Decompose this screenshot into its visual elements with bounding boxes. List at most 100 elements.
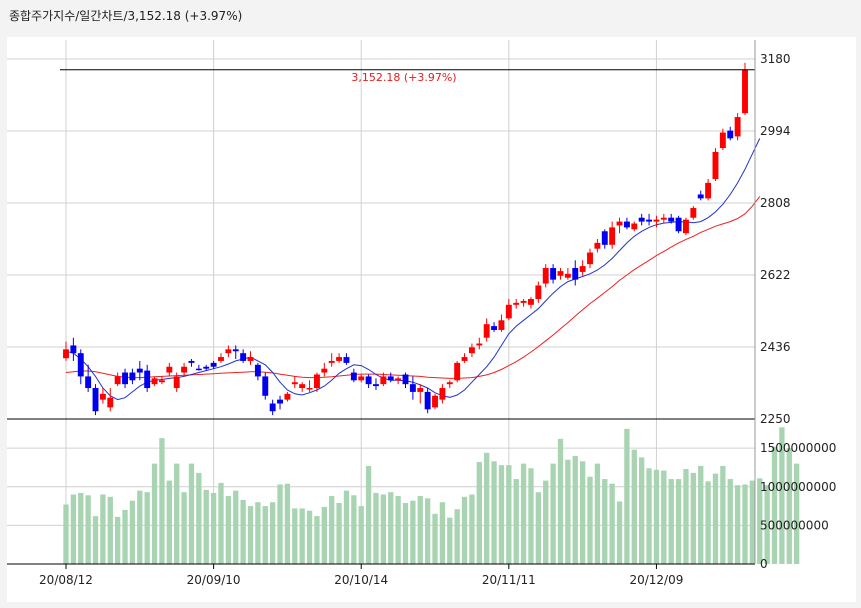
date-tick-label: 20/08/12 bbox=[39, 573, 93, 587]
volume-bar bbox=[675, 479, 682, 564]
candle-body bbox=[313, 374, 320, 389]
candle-body bbox=[424, 391, 431, 410]
date-tick-label: 20/09/10 bbox=[187, 573, 241, 587]
volume-bar bbox=[210, 492, 217, 564]
volume-bar bbox=[484, 452, 490, 564]
candle bbox=[107, 388, 114, 412]
candle-body bbox=[483, 324, 490, 338]
candle bbox=[616, 217, 623, 234]
candle bbox=[719, 128, 726, 150]
candle-body bbox=[328, 360, 335, 363]
candle bbox=[439, 384, 446, 404]
axis-labels: 3180 2994 2808 2622 2436 2250 1500000000 100000… bbox=[39, 52, 836, 587]
candle bbox=[136, 360, 143, 381]
candle bbox=[218, 353, 224, 363]
candle bbox=[151, 376, 158, 387]
candles bbox=[63, 62, 748, 416]
volume-bar bbox=[602, 479, 608, 564]
candle bbox=[446, 380, 453, 389]
candle bbox=[380, 372, 387, 387]
volume-bar bbox=[284, 483, 291, 564]
volume-bar bbox=[513, 479, 519, 564]
volume-bar bbox=[365, 465, 372, 564]
candle bbox=[365, 374, 372, 389]
candle-body bbox=[99, 393, 106, 400]
volume-bar bbox=[535, 492, 542, 564]
candle bbox=[240, 349, 247, 363]
volume-bar bbox=[572, 455, 578, 564]
volume-bar bbox=[247, 506, 254, 564]
volume-bar bbox=[144, 492, 150, 564]
candle bbox=[254, 362, 261, 381]
candle-body bbox=[225, 349, 232, 354]
candle bbox=[727, 126, 734, 141]
candle bbox=[520, 299, 527, 307]
candle-body bbox=[468, 347, 475, 354]
candle-body bbox=[380, 376, 387, 385]
candle bbox=[609, 221, 616, 249]
volume-bar bbox=[461, 496, 468, 564]
candle bbox=[505, 299, 512, 321]
volume-bar bbox=[115, 516, 121, 564]
candle bbox=[166, 362, 173, 377]
volume-bar bbox=[92, 516, 99, 564]
candle-body bbox=[107, 397, 114, 408]
volume-bar bbox=[609, 483, 615, 564]
candle-body bbox=[535, 285, 542, 299]
candle-body bbox=[284, 393, 291, 400]
candle bbox=[705, 179, 712, 201]
volume-bar bbox=[639, 457, 645, 564]
candle-body bbox=[594, 242, 601, 249]
candle bbox=[210, 360, 217, 369]
price-tick-label: 2994 bbox=[760, 124, 791, 138]
volume-bar bbox=[653, 469, 660, 564]
volume-bar bbox=[159, 438, 165, 564]
volume-bar bbox=[491, 461, 497, 564]
candle-body bbox=[63, 349, 69, 359]
volume-bar bbox=[469, 494, 475, 564]
candle bbox=[513, 299, 520, 309]
volume-bar bbox=[646, 468, 652, 564]
ma20-line bbox=[65, 196, 761, 379]
candle bbox=[269, 399, 276, 416]
volume-bar bbox=[712, 473, 719, 564]
candle-body bbox=[609, 227, 616, 245]
candle bbox=[476, 337, 483, 350]
volume-bar bbox=[757, 478, 763, 564]
volume-bar bbox=[166, 480, 172, 564]
candle-body bbox=[646, 219, 653, 222]
volume-bars bbox=[63, 427, 800, 564]
volume-bar bbox=[424, 498, 431, 564]
candle bbox=[417, 384, 424, 404]
candle-body bbox=[122, 372, 128, 385]
candle-body bbox=[675, 217, 682, 232]
candle bbox=[99, 388, 106, 404]
candle-body bbox=[158, 380, 165, 383]
candle bbox=[638, 213, 645, 226]
volume-bar bbox=[255, 502, 261, 564]
volume-bar bbox=[151, 463, 158, 564]
candle bbox=[232, 345, 239, 359]
volume-bar bbox=[794, 463, 800, 564]
candle bbox=[122, 368, 128, 389]
candle-body bbox=[358, 376, 365, 381]
volume-bar bbox=[336, 502, 342, 564]
candle bbox=[498, 314, 505, 332]
candle bbox=[535, 281, 542, 303]
volume-bar bbox=[506, 465, 512, 564]
candle-body bbox=[114, 376, 121, 385]
volume-bar bbox=[557, 438, 564, 564]
volume-bar bbox=[70, 494, 77, 564]
candle bbox=[262, 372, 269, 400]
volume-bar bbox=[410, 500, 416, 564]
volume-bar bbox=[705, 481, 711, 564]
candle-body bbox=[299, 384, 306, 389]
candle bbox=[188, 359, 195, 367]
volume-bar bbox=[181, 492, 187, 564]
candle bbox=[483, 318, 490, 342]
price-tick-label: 2436 bbox=[760, 340, 791, 354]
volume-bar bbox=[764, 485, 770, 564]
volume-bar bbox=[690, 472, 696, 564]
candle bbox=[653, 215, 660, 228]
